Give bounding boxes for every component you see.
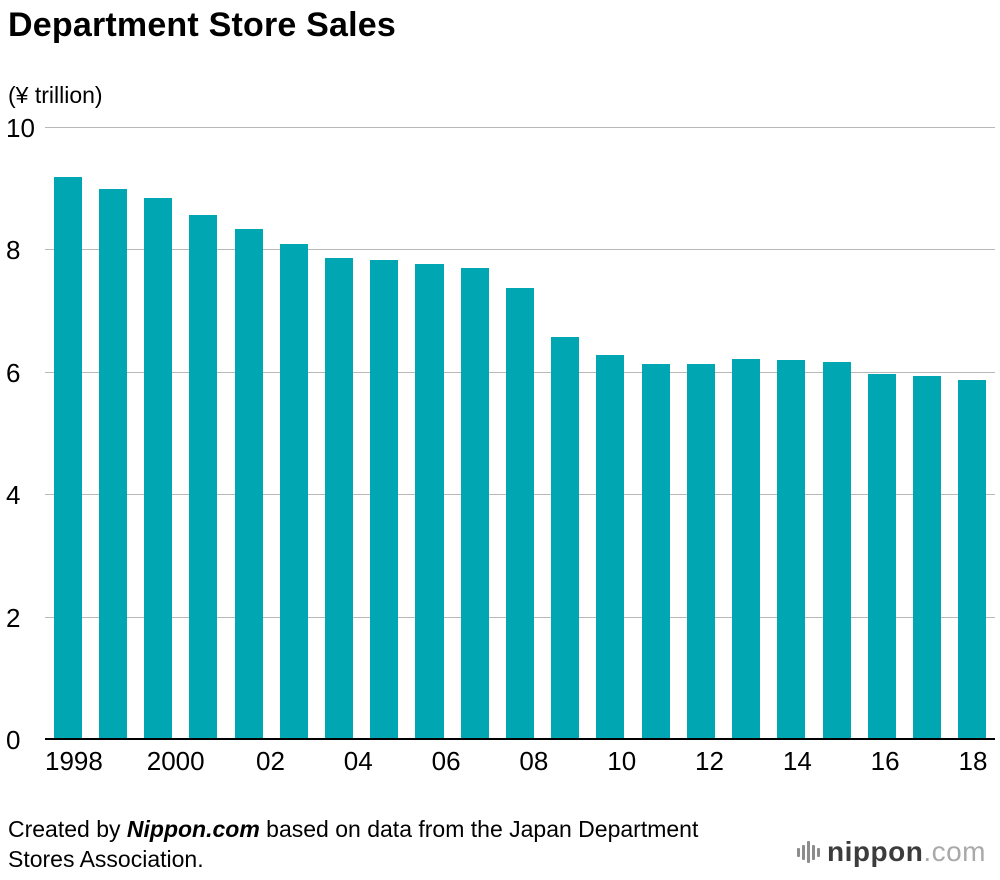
x-tick-label: 1998 (45, 746, 103, 776)
x-tick-label: 18 (958, 746, 988, 776)
bar (686, 363, 715, 740)
bar (460, 268, 489, 740)
bar-slot (678, 128, 723, 740)
x-tick-label: 06 (431, 746, 461, 776)
bar (370, 260, 399, 740)
bar (279, 243, 308, 740)
bar-slot (90, 128, 135, 740)
x-tick-label (468, 746, 512, 777)
bar (732, 359, 761, 740)
bar-slot (724, 128, 769, 740)
bar-slot (950, 128, 995, 740)
bar-slot (588, 128, 633, 740)
bar (596, 355, 625, 740)
bar (913, 375, 942, 740)
bar (98, 189, 127, 740)
x-tick-label: 16 (870, 746, 900, 776)
x-tick-label: 02 (255, 746, 285, 776)
bar-slot (769, 128, 814, 740)
logo-text-com: .com (923, 836, 986, 867)
bar-slot (543, 128, 588, 740)
bar (641, 363, 670, 740)
y-tick-label: 0 (6, 725, 21, 755)
bar (189, 214, 218, 740)
x-tick-label (819, 746, 863, 777)
bar (53, 176, 82, 740)
x-tick-label: 2000 (146, 746, 205, 776)
bar-slot (633, 128, 678, 740)
bar-slot (452, 128, 497, 740)
x-tick-label (205, 746, 249, 777)
bar (822, 362, 851, 740)
x-tick-label (380, 746, 424, 777)
bar-slot (814, 128, 859, 740)
source-note: Created by Nippon.com based on data from… (8, 814, 708, 875)
bar (505, 287, 534, 740)
bar (144, 198, 173, 740)
gridline (45, 127, 995, 128)
bar-slot (45, 128, 90, 740)
bar-series (45, 128, 995, 740)
x-tick-label: 12 (695, 746, 724, 776)
y-tick-label: 8 (6, 235, 21, 266)
x-tick-label: 14 (782, 746, 812, 776)
y-axis-unit-label: (¥ trillion) (8, 82, 103, 108)
bar-slot (271, 128, 316, 740)
bar-slot (362, 128, 407, 740)
x-tick-label: 08 (519, 746, 549, 776)
logo-text-nippon: nippon (827, 836, 924, 867)
bar (325, 257, 354, 740)
nippon-logo: nippon.com (797, 838, 986, 866)
bar-slot (226, 128, 271, 740)
source-brand: Nippon.com (126, 816, 260, 842)
bar-slot (316, 128, 361, 740)
bar (234, 228, 263, 740)
x-tick-label (907, 746, 951, 777)
x-tick-label (644, 746, 688, 777)
y-tick-label: 10 (6, 113, 35, 143)
chart-title: Department Store Sales (8, 6, 396, 44)
x-axis-baseline (45, 738, 995, 740)
x-axis-tick-labels: 1998 2000 02 04 06 08 10 12 14 16 18 (45, 746, 995, 777)
soundwave-icon (797, 839, 821, 865)
source-suffix: based on data from the Japan Department … (8, 816, 699, 873)
y-tick-label: 2 (6, 602, 21, 633)
bar (551, 337, 580, 740)
x-tick-label: 10 (607, 746, 637, 776)
bar-slot (904, 128, 949, 740)
bar-slot (181, 128, 226, 740)
bar (415, 264, 444, 740)
bar (777, 359, 806, 740)
source-prefix: Created by (8, 816, 127, 842)
plot-area (45, 127, 995, 740)
x-tick-label (103, 746, 147, 777)
gridline (45, 249, 995, 251)
bar-slot (859, 128, 904, 740)
bar-slot (497, 128, 542, 740)
y-tick-label: 6 (6, 357, 21, 388)
y-axis-tick-labels: 0 2 4 6 8 10 (6, 115, 44, 753)
x-tick-label: 04 (343, 746, 373, 776)
bar-slot (135, 128, 180, 740)
bar (958, 380, 987, 740)
x-tick-label (292, 746, 336, 777)
x-tick-label (731, 746, 775, 777)
bar (867, 374, 896, 740)
x-tick-label (556, 746, 600, 777)
logo-text: nippon.com (827, 838, 986, 866)
bar-slot (407, 128, 452, 740)
y-tick-label: 4 (6, 480, 21, 511)
